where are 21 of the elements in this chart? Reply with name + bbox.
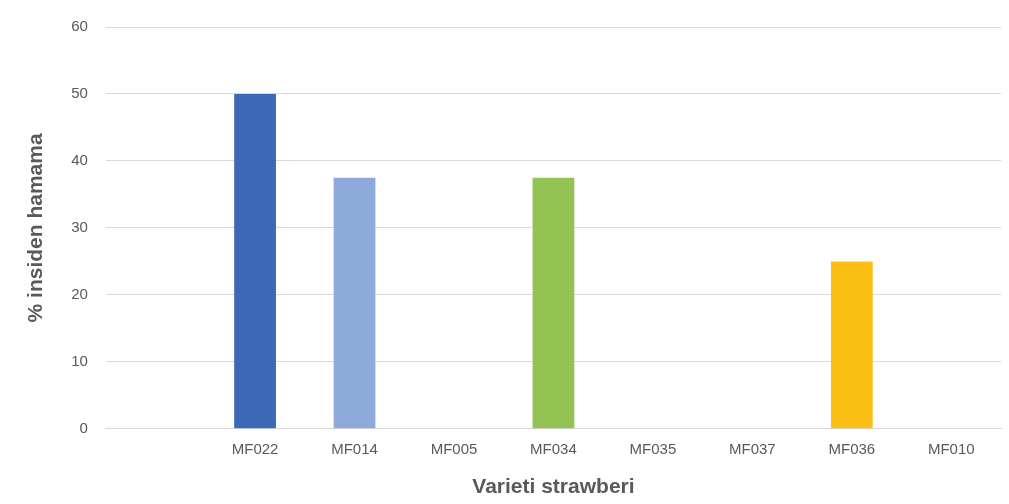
x-axis-title: Varieti strawberi [472,474,635,498]
x-tick-label: MF005 [430,439,478,457]
x-tick-label: MF034 [530,439,577,457]
bar [333,177,376,429]
x-tick-label: MF037 [729,439,776,457]
y-tick-label: 10 [71,351,88,369]
x-tick-label: MF022 [231,439,279,457]
y-axis-title: % insiden hamama [23,133,47,323]
bar [234,93,276,429]
y-tick-label: 20 [71,285,88,303]
x-tick-label: MF014 [331,439,378,457]
y-tick-label: 0 [79,418,88,436]
x-tick-label: MF036 [828,439,876,457]
x-tick-label: MF010 [927,439,975,457]
y-tick-label: 40 [71,151,88,169]
y-tick-label: 60 [71,17,88,35]
x-tick-label: MF035 [629,439,677,457]
y-tick-label: 50 [71,84,88,102]
bar [830,261,873,429]
y-tick-label: 30 [71,218,88,236]
bar [532,177,575,429]
